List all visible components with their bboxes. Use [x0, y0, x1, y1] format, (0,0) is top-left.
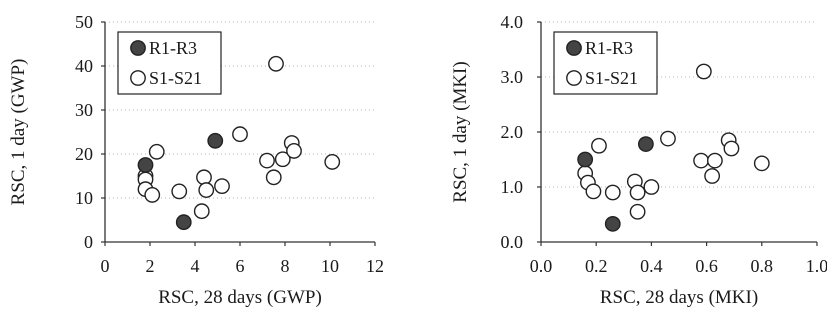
data-point-open	[144, 187, 161, 203]
data-point-open	[171, 183, 188, 200]
data-point-filled	[207, 132, 224, 149]
data-point-open	[704, 168, 721, 184]
data-point-open	[232, 126, 248, 143]
data-point-open	[723, 140, 740, 157]
chart-panel-2: 0.0 1.0 2.0 3.0 4.0 0.0 0.2 0.4 0.6 0.8 1.0 RSC, 28…	[450, 12, 827, 308]
data-point-open	[629, 203, 646, 220]
x-tick-label: 0.8	[751, 256, 774, 276]
data-point-open	[196, 169, 212, 186]
data-point-open	[148, 143, 165, 160]
data-point-open	[604, 184, 621, 201]
data-point-open	[198, 182, 215, 198]
data-point-open	[268, 55, 284, 72]
y-tick-label: 0	[84, 232, 93, 252]
y-tick-label: 0.0	[501, 232, 524, 252]
y-axis-label: RSC, 1 day (GWP)	[8, 59, 29, 206]
data-point-filled	[175, 214, 192, 231]
data-point-open	[591, 137, 607, 154]
x-tick-label: 0.4	[640, 256, 663, 276]
data-point-filled	[577, 151, 594, 168]
data-point-filled	[604, 215, 621, 232]
data-point-open	[629, 184, 646, 201]
x-axis-label: RSC, 28 days (MKI)	[600, 287, 758, 308]
x-tick-label: 10	[321, 256, 339, 276]
data-point-open	[214, 178, 230, 195]
x-tick-label: 0.6	[695, 256, 718, 276]
legend-marker	[130, 40, 146, 56]
y-tick-label: 50	[75, 12, 93, 32]
legend-label: S1-S21	[149, 68, 202, 88]
x-tick-label: 0.0	[530, 256, 553, 276]
x-tick-label: 0	[101, 256, 110, 276]
x-tick-label: 0.2	[585, 256, 608, 276]
data-point-open	[259, 152, 275, 169]
x-tick-label: 8	[281, 256, 290, 276]
data-point-open	[274, 151, 291, 168]
x-tick-label: 12	[366, 256, 384, 276]
legend-label: R1-R3	[585, 38, 633, 58]
y-tick-label: 40	[75, 56, 93, 76]
x-tick-label: 4	[191, 256, 200, 276]
legend: R1-R3 S1-S21	[553, 31, 658, 95]
legend-marker	[566, 40, 582, 56]
x-tick-label: 2	[146, 256, 155, 276]
data-point-open	[193, 203, 210, 220]
data-point-open	[753, 155, 770, 172]
data-point-filled	[637, 136, 654, 153]
legend-marker	[566, 70, 582, 86]
y-tick-label: 30	[75, 100, 93, 120]
data-point-open	[286, 143, 302, 159]
legend-marker	[130, 70, 146, 86]
y-tick-label: 2.0	[501, 122, 524, 142]
legend: R1-R3 S1-S21	[117, 31, 222, 95]
x-axis-label: RSC, 28 days (GWP)	[158, 287, 322, 308]
y-tick-label: 10	[75, 188, 93, 208]
y-tick-label: 4.0	[501, 12, 524, 32]
legend-label: S1-S21	[585, 68, 638, 88]
data-point-open	[706, 152, 723, 169]
y-axis-label: RSC, 1 day (MKI)	[450, 61, 471, 202]
data-point-filled	[137, 157, 154, 173]
data-point-open	[265, 169, 282, 186]
y-tick-label: 20	[75, 144, 93, 164]
data-point-open	[695, 63, 712, 80]
data-point-open	[585, 183, 602, 200]
y-tick-label: 3.0	[501, 67, 524, 87]
x-tick-label: 6	[236, 256, 245, 276]
legend-label: R1-R3	[149, 38, 197, 58]
y-tick-label: 1.0	[501, 177, 524, 197]
x-tick-label: 1.0	[806, 256, 827, 276]
data-point-open	[324, 154, 341, 170]
data-point-open	[693, 152, 709, 169]
data-point-open	[643, 179, 660, 195]
chart-panel-1: 0 10 20 30 40 50 0 2 4 6 8 10 12 RSC, 28 days (GWP) RS…	[8, 12, 384, 308]
data-point-open	[660, 130, 676, 147]
